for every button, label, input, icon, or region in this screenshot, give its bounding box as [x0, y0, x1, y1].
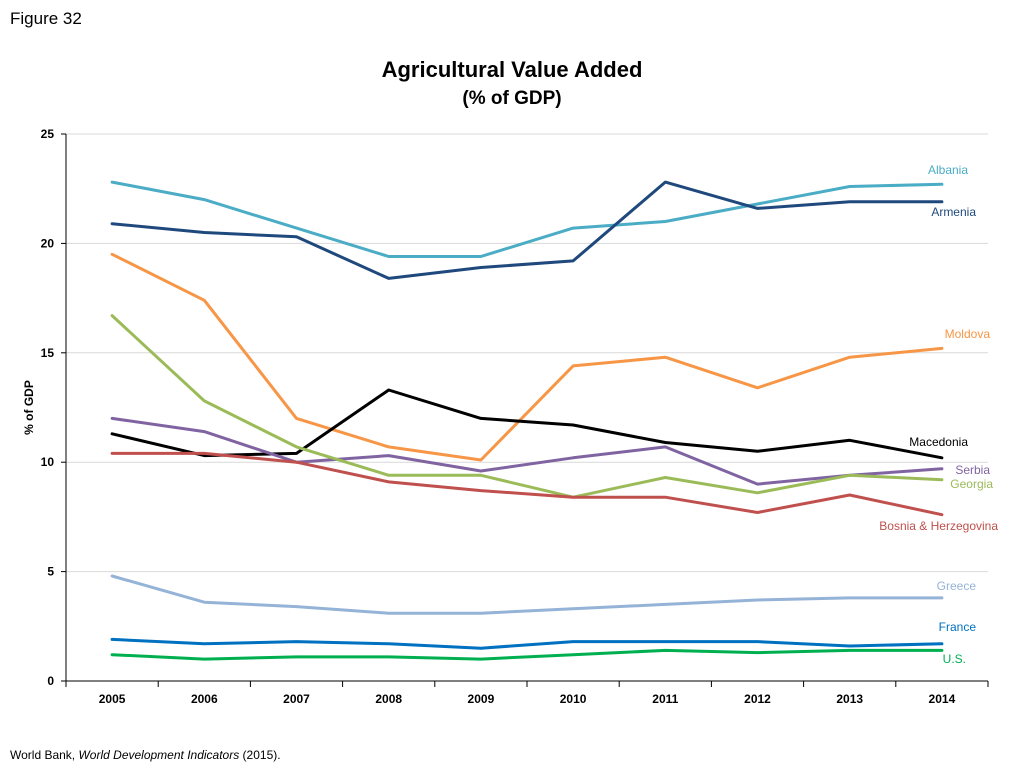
x-tick-label-2010: 2010 [560, 692, 587, 706]
x-tick-label-2006: 2006 [191, 692, 218, 706]
series-line-moldova [110, 252, 944, 462]
y-tick-label-0: 0 [47, 674, 54, 688]
series-label-u-s: U.S. [943, 652, 966, 666]
y-tick-label-5: 5 [47, 565, 54, 579]
series-line-france [110, 637, 944, 650]
series-label-greece: Greece [937, 579, 977, 593]
x-tick-label-2012: 2012 [744, 692, 771, 706]
x-tick-label-2007: 2007 [283, 692, 310, 706]
series-line-bosnia-herzegovina [110, 451, 944, 517]
x-tick-label-2005: 2005 [99, 692, 126, 706]
chart-title: Agricultural Value Added [381, 57, 643, 82]
x-tick-label-2009: 2009 [468, 692, 495, 706]
series-line-albania [110, 180, 944, 258]
series-label-armenia: Armenia [931, 205, 976, 219]
chart-subtitle: (% of GDP) [462, 88, 562, 109]
x-tick-label-2011: 2011 [652, 692, 678, 706]
figure-label: Figure 32 [10, 9, 82, 28]
y-tick-label-15: 15 [41, 346, 55, 360]
y-tick-label-20: 20 [41, 236, 55, 250]
series-line-greece [110, 574, 944, 615]
x-tick-label-2013: 2013 [836, 692, 863, 706]
series-line-u-s [110, 648, 944, 661]
series-label-albania: Albania [928, 163, 968, 177]
x-tick-label-2008: 2008 [375, 692, 402, 706]
source-prefix: World Bank, [10, 748, 79, 762]
series-label-serbia: Serbia [955, 463, 990, 477]
series-label-macedonia: Macedonia [909, 435, 968, 449]
source-title: World Development Indicators [78, 748, 240, 762]
series-label-georgia: Georgia [950, 477, 993, 491]
y-tick-label-10: 10 [41, 455, 55, 469]
y-axis-title: % of GDP [22, 380, 36, 435]
source-note: World Bank, World Development Indicators… [10, 748, 281, 762]
series-line-georgia [110, 314, 944, 499]
series-label-moldova: Moldova [945, 327, 991, 341]
source-suffix: (2015). [239, 748, 281, 762]
y-tick-label-25: 25 [41, 127, 55, 141]
series-line-serbia [110, 416, 944, 486]
series-label-bosnia-herzegovina: Bosnia & Herzegovina [879, 519, 998, 533]
series-line-macedonia [110, 388, 944, 460]
x-tick-label-2014: 2014 [929, 692, 956, 706]
series-label-france: France [939, 620, 977, 634]
series-line-armenia [110, 180, 944, 280]
